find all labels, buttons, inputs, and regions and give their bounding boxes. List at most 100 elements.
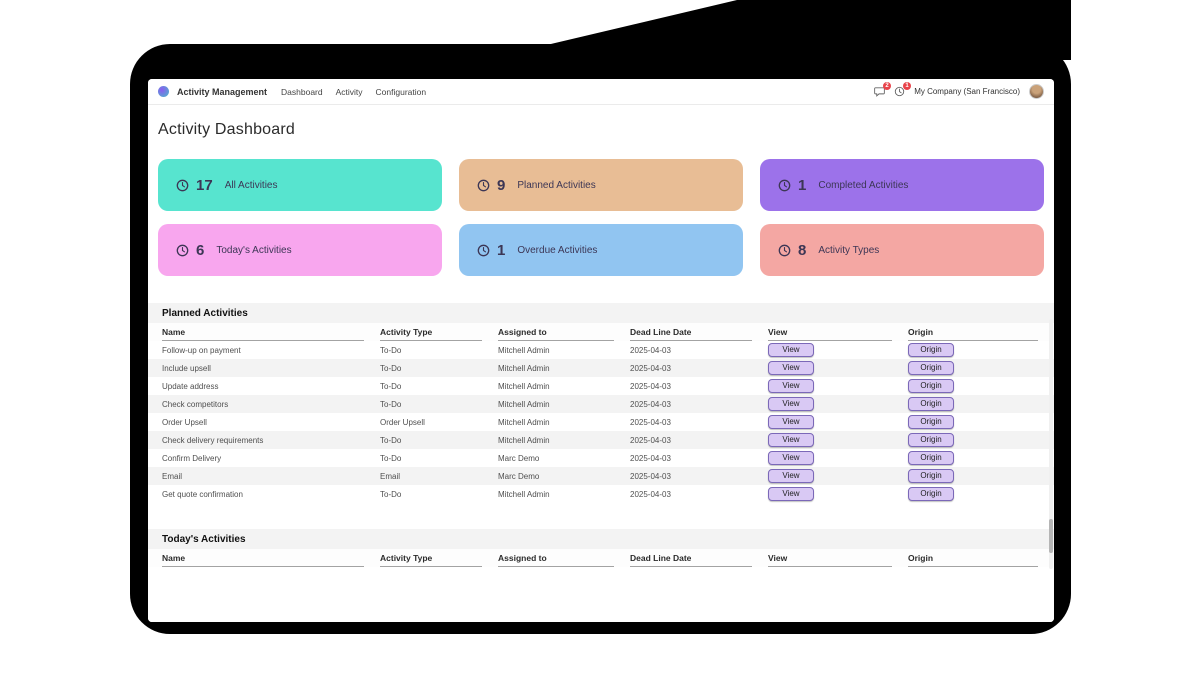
view-button[interactable]: View	[768, 487, 814, 501]
origin-button[interactable]: Origin	[908, 415, 954, 429]
view-button[interactable]: View	[768, 343, 814, 357]
cell-name: Update address	[162, 381, 219, 391]
origin-button[interactable]: Origin	[908, 469, 954, 483]
column-header-dead-line-date[interactable]: Dead Line Date	[630, 324, 752, 341]
stat-card-planned-activities[interactable]: 9 Planned Activities	[459, 159, 743, 211]
stat-cards: 17 All Activities 9 Planned Activities 1 Comp…	[158, 159, 1044, 276]
view-button[interactable]: View	[768, 451, 814, 465]
cell-dead-line-date: 2025-04-03	[630, 399, 671, 409]
main-menu: Dashboard Activity Configuration	[281, 87, 426, 97]
planned-activities-section: Planned Activities Name Activity Type Assi…	[148, 303, 1054, 503]
top-navbar: Activity Management Dashboard Activity C…	[148, 79, 1054, 105]
column-header-origin[interactable]: Origin	[908, 550, 1038, 567]
view-button[interactable]: View	[768, 379, 814, 393]
cell-dead-line-date: 2025-04-03	[630, 417, 671, 427]
app-logo-icon[interactable]	[158, 86, 169, 97]
stat-label: Overdue Activities	[517, 244, 598, 256]
cell-activity-type: To-Do	[380, 399, 402, 409]
view-button[interactable]: View	[768, 415, 814, 429]
column-header-activity-type[interactable]: Activity Type	[380, 324, 482, 341]
user-avatar[interactable]	[1029, 84, 1044, 99]
messages-icon[interactable]: 2	[874, 82, 892, 97]
stat-label: All Activities	[224, 179, 278, 191]
column-header-origin[interactable]: Origin	[908, 324, 1038, 341]
cell-dead-line-date: 2025-04-03	[630, 435, 671, 445]
today-activities-section: Today's Activities Name Activity Type Assi…	[148, 529, 1054, 622]
column-header-assigned-to[interactable]: Assigned to	[498, 324, 614, 341]
clock-icon	[778, 179, 791, 191]
origin-button[interactable]: Origin	[908, 343, 954, 357]
stat-label: Activity Types	[818, 244, 880, 256]
page-content: Activity Dashboard 17 All Activities 9 Plan…	[148, 121, 1054, 622]
cell-name: Confirm Delivery	[162, 453, 222, 463]
table-row: Update address To-Do Mitchell Admin 2025-04…	[148, 377, 1054, 395]
scrollbar-thumb[interactable]	[1049, 519, 1053, 553]
stat-card-completed-activities[interactable]: 1 Completed Activities	[760, 159, 1044, 211]
vertical-scrollbar[interactable]	[1049, 319, 1053, 569]
clock-icon	[477, 244, 490, 256]
origin-button[interactable]: Origin	[908, 433, 954, 447]
stat-label: Today's Activities	[216, 244, 292, 256]
planned-table-header: Name Activity Type Assigned to Dead Line Da…	[148, 323, 1054, 341]
cell-activity-type: To-Do	[380, 489, 402, 499]
cell-assigned-to: Mitchell Admin	[498, 363, 550, 373]
activities-badge: 1	[902, 82, 912, 90]
cell-dead-line-date: 2025-04-03	[630, 345, 671, 355]
stat-count: 1	[798, 176, 807, 194]
cell-name: Include upsell	[162, 363, 211, 373]
menu-activity[interactable]: Activity	[335, 86, 363, 97]
table-row: Check competitors To-Do Mitchell Admin 2025…	[148, 395, 1054, 413]
view-button[interactable]: View	[768, 433, 814, 447]
stat-card-all-activities[interactable]: 17 All Activities	[158, 159, 442, 211]
column-header-view[interactable]: View	[768, 550, 892, 567]
app-title: Activity Management	[177, 86, 268, 97]
column-header-name[interactable]: Name	[162, 324, 364, 341]
stat-label: Planned Activities	[517, 179, 596, 191]
section-title-today: Today's Activities	[148, 529, 1054, 549]
cell-assigned-to: Mitchell Admin	[498, 435, 550, 445]
column-header-assigned-to[interactable]: Assigned to	[498, 550, 614, 567]
stat-count: 6	[196, 241, 205, 259]
cell-dead-line-date: 2025-04-03	[630, 471, 671, 481]
table-row: Order Upsell Order Upsell Mitchell Admin 20…	[148, 413, 1054, 431]
cell-assigned-to: Mitchell Admin	[498, 345, 550, 355]
view-button[interactable]: View	[768, 361, 814, 375]
cell-assigned-to: Mitchell Admin	[498, 417, 550, 427]
stat-card-overdue-activities[interactable]: 1 Overdue Activities	[459, 224, 743, 276]
cell-dead-line-date: 2025-04-03	[630, 453, 671, 463]
table-row: Email Email Marc Demo 2025-04-03 View Origin	[148, 467, 1054, 485]
cell-activity-type: To-Do	[380, 363, 402, 373]
stat-count: 1	[497, 241, 506, 259]
stat-count: 9	[497, 176, 506, 194]
planned-table-body: Follow-up on payment To-Do Mitchell Admin 2…	[148, 341, 1054, 503]
cell-dead-line-date: 2025-04-03	[630, 489, 671, 499]
clock-icon	[477, 179, 490, 191]
stat-card-today-s-activities[interactable]: 6 Today's Activities	[158, 224, 442, 276]
company-switcher[interactable]: My Company (San Francisco)	[914, 87, 1020, 96]
column-header-dead-line-date[interactable]: Dead Line Date	[630, 550, 752, 567]
origin-button[interactable]: Origin	[908, 379, 954, 393]
cell-assigned-to: Mitchell Admin	[498, 489, 550, 499]
table-row: Include upsell To-Do Mitchell Admin 2025-04…	[148, 359, 1054, 377]
clock-icon	[778, 244, 791, 256]
table-row: Follow-up on payment To-Do Mitchell Admin 2…	[148, 341, 1054, 359]
view-button[interactable]: View	[768, 397, 814, 411]
column-header-view[interactable]: View	[768, 324, 892, 341]
column-header-activity-type[interactable]: Activity Type	[380, 550, 482, 567]
origin-button[interactable]: Origin	[908, 397, 954, 411]
stat-count: 8	[798, 241, 807, 259]
cell-assigned-to: Marc Demo	[498, 471, 540, 481]
origin-button[interactable]: Origin	[908, 487, 954, 501]
app-window: Activity Management Dashboard Activity C…	[148, 79, 1054, 622]
cell-name: Follow-up on payment	[162, 345, 241, 355]
origin-button[interactable]: Origin	[908, 451, 954, 465]
menu-configuration[interactable]: Configuration	[375, 86, 427, 97]
activities-icon[interactable]: 1	[894, 82, 912, 97]
stat-card-activity-types[interactable]: 8 Activity Types	[760, 224, 1044, 276]
menu-dashboard[interactable]: Dashboard	[281, 86, 323, 97]
view-button[interactable]: View	[768, 469, 814, 483]
cell-dead-line-date: 2025-04-03	[630, 363, 671, 373]
origin-button[interactable]: Origin	[908, 361, 954, 375]
cell-name: Email	[162, 471, 183, 481]
column-header-name[interactable]: Name	[162, 550, 364, 567]
